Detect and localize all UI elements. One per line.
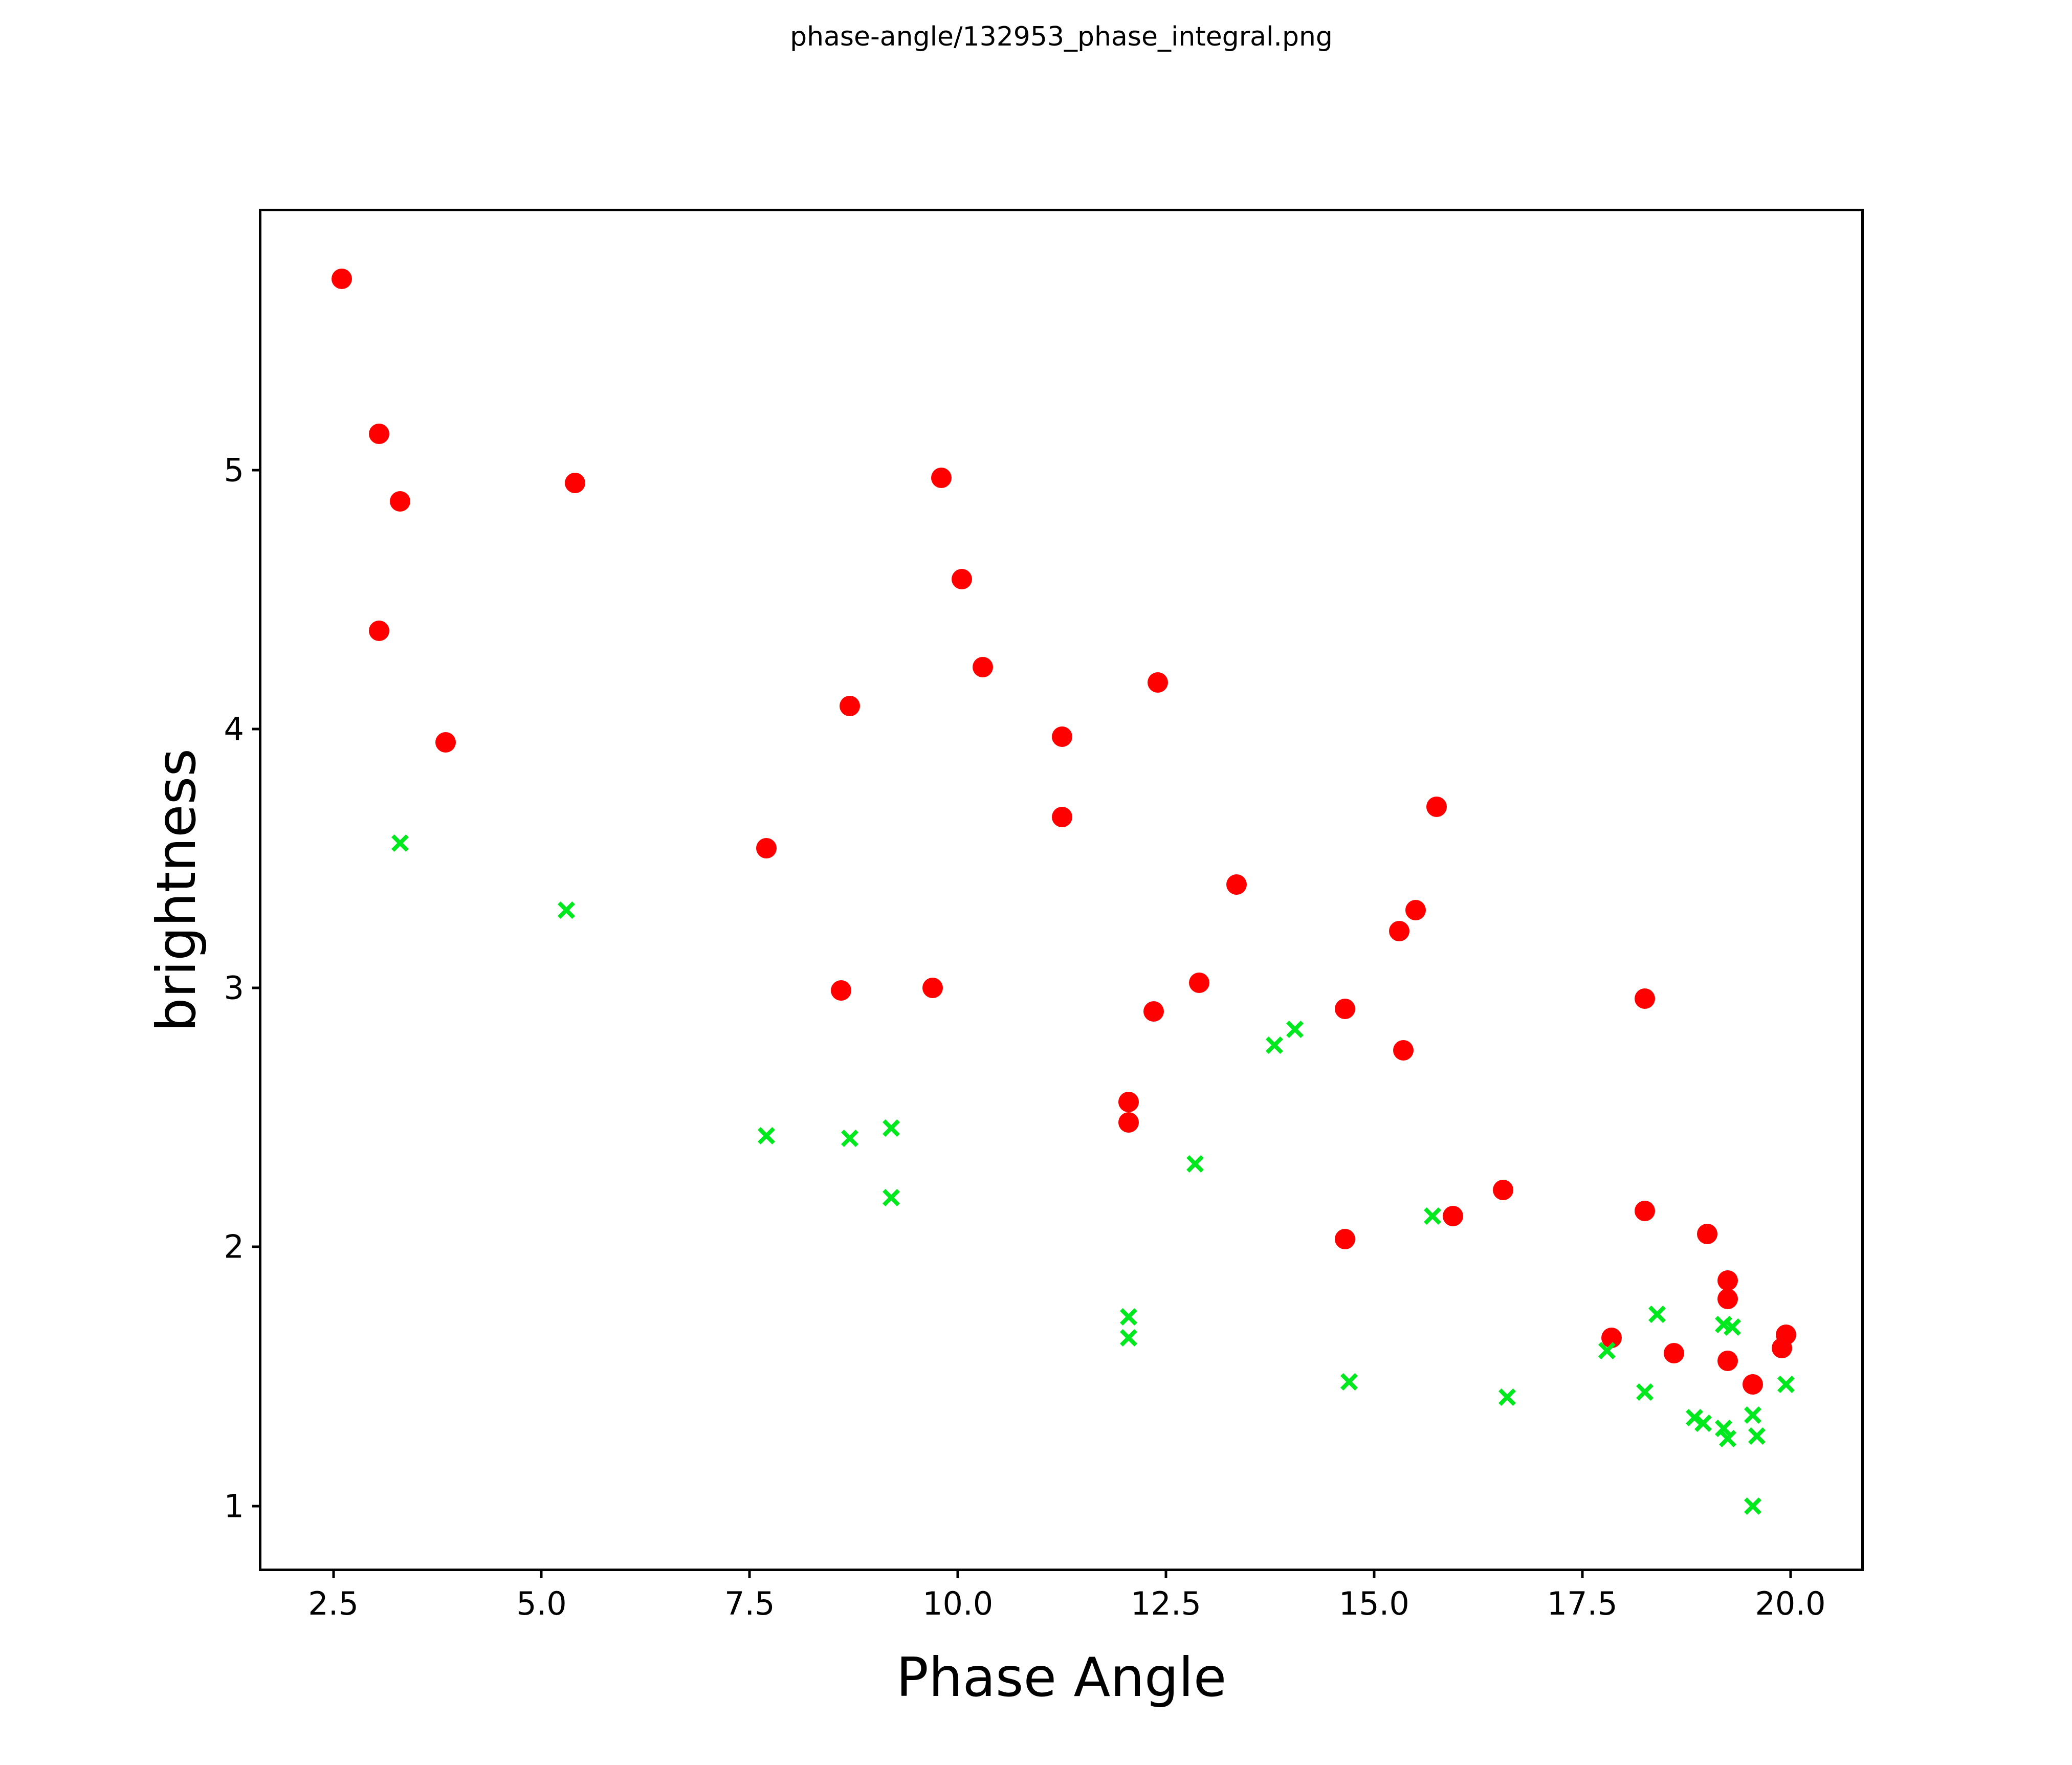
red-dot-marker (931, 468, 952, 489)
green-x-marker (1648, 1306, 1666, 1323)
red-dot-marker (1051, 807, 1072, 828)
red-dot-marker (952, 568, 973, 589)
y-axis-tick (252, 1505, 261, 1508)
red-dot-marker (1405, 900, 1426, 921)
y-axis-tick (252, 986, 261, 989)
red-dot-marker (1493, 1180, 1514, 1201)
green-x-marker (841, 1129, 858, 1147)
x-axis-tick (1164, 1569, 1167, 1578)
red-dot-marker (564, 473, 585, 494)
green-x-marker (1423, 1207, 1441, 1225)
green-x-marker (1744, 1497, 1762, 1515)
green-x-marker (391, 834, 409, 852)
red-dot-marker (1426, 797, 1447, 818)
red-dot-marker (1663, 1342, 1684, 1363)
green-x-marker (1498, 1388, 1516, 1406)
red-dot-marker (435, 732, 456, 753)
red-dot-marker (756, 838, 777, 859)
green-x-marker (1744, 1406, 1762, 1424)
red-dot-marker (389, 491, 410, 512)
red-dot-marker (1118, 1091, 1139, 1112)
plot-area: 2.5 5.0 7.5 10.0 12.5 15.0 17.5 20.0 1 2 3 4 5 (224, 209, 1864, 1622)
x-axis-tick (956, 1569, 959, 1578)
x-axis-label: Phase Angle (896, 1646, 1227, 1709)
red-dot-marker (1051, 726, 1072, 747)
green-x-marker (1186, 1155, 1204, 1173)
chart-title: phase-angle/132953_phase_integral.png (790, 21, 1333, 52)
green-x-marker (1119, 1308, 1137, 1326)
x-axis-tick-label: 20.0 (1755, 1585, 1826, 1622)
x-axis-tick (540, 1569, 543, 1578)
red-dot-marker (1334, 1229, 1355, 1250)
green-x-marker (1598, 1341, 1616, 1359)
green-x-marker (1694, 1414, 1712, 1432)
y-axis-tick (252, 1245, 261, 1248)
y-axis-tick-label: 3 (224, 969, 244, 1007)
x-axis-tick-label: 12.5 (1130, 1585, 1201, 1622)
green-x-marker (1265, 1036, 1283, 1054)
y-axis-tick-label: 1 (224, 1487, 244, 1525)
red-dot-marker (369, 424, 390, 445)
red-dot-marker (1226, 874, 1247, 895)
red-dot-marker (1443, 1205, 1464, 1226)
y-axis-tick-label: 5 (224, 451, 244, 489)
y-axis-label: brightness (145, 748, 208, 1032)
red-dot-marker (1143, 1001, 1164, 1022)
y-axis-tick-label: 4 (224, 710, 244, 748)
red-dot-marker (1334, 998, 1355, 1019)
y-axis-tick-label: 2 (224, 1228, 244, 1266)
red-dot-marker (1147, 672, 1168, 693)
red-dot-marker (1717, 1288, 1738, 1309)
red-dot-marker (839, 695, 860, 716)
x-axis-tick (1789, 1569, 1792, 1578)
red-dot-marker (1634, 1200, 1655, 1221)
red-dot-marker (1189, 973, 1210, 994)
red-dot-marker (831, 980, 852, 1001)
red-dot-marker (1717, 1270, 1738, 1291)
green-x-marker (1777, 1375, 1795, 1393)
green-x-marker (1719, 1429, 1737, 1447)
red-dot-marker (1696, 1224, 1717, 1245)
x-axis-tick (748, 1569, 751, 1578)
green-x-marker (1340, 1373, 1358, 1391)
x-axis-tick-label: 15.0 (1338, 1585, 1409, 1622)
red-dot-marker (1393, 1040, 1414, 1061)
green-x-marker (1286, 1021, 1304, 1039)
x-axis-tick-label: 5.0 (516, 1585, 567, 1622)
green-x-marker (882, 1189, 900, 1207)
red-dot-marker (1776, 1325, 1797, 1345)
x-axis-tick-label: 2.5 (308, 1585, 359, 1622)
red-dot-marker (1717, 1351, 1738, 1372)
x-axis-tick (1373, 1569, 1376, 1578)
x-axis-tick-label: 10.0 (922, 1585, 994, 1622)
red-dot-marker (922, 978, 943, 999)
red-dot-marker (369, 620, 390, 641)
x-axis-tick (332, 1569, 335, 1578)
green-x-marker (757, 1127, 775, 1144)
red-dot-marker (1743, 1374, 1764, 1395)
green-x-marker (1119, 1329, 1137, 1347)
x-axis-tick-label: 17.5 (1547, 1585, 1618, 1622)
green-x-marker (558, 901, 576, 919)
red-dot-marker (1388, 920, 1409, 941)
green-x-marker (1723, 1318, 1741, 1336)
green-x-marker (1636, 1383, 1654, 1401)
x-axis-tick-label: 7.5 (724, 1585, 775, 1622)
y-axis-tick (252, 727, 261, 731)
y-axis-tick (252, 469, 261, 472)
green-x-marker (882, 1119, 900, 1137)
red-dot-marker (331, 268, 352, 289)
red-dot-marker (1634, 988, 1655, 1009)
x-axis-tick (1581, 1569, 1584, 1578)
green-x-marker (1748, 1427, 1766, 1445)
red-dot-marker (972, 656, 993, 677)
red-dot-marker (1118, 1112, 1139, 1133)
